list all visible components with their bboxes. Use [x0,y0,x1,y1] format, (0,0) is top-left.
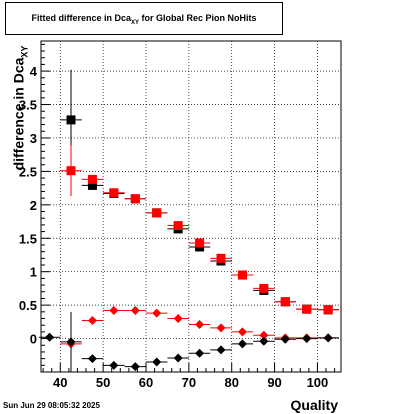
data-point-square [173,221,183,231]
y-tick-label: 2 [30,198,37,213]
data-point-diamond [152,357,162,367]
data-point-diamond [259,330,269,340]
data-point-diamond [109,305,119,315]
data-point-square [87,174,97,184]
data-point-square [87,180,97,190]
data-point-diamond [109,360,119,370]
data-point-square [152,208,162,218]
data-point-square [216,253,226,263]
x-axis-label: Quality [290,397,338,413]
data-point-diamond [152,308,162,318]
chart-title-subscript: XY [131,19,140,26]
y-axis-label-subscript: XY [19,45,30,58]
data-point-diamond [195,348,205,358]
y-tick-label: 0 [30,332,37,347]
data-point-diamond [87,354,97,364]
data-point-diamond [130,362,140,372]
chart-title: Fitted difference in DcaXY for Global Re… [6,3,282,34]
data-point-square [66,115,76,125]
data-point-diamond [259,336,269,346]
x-tick-label: 90 [267,375,281,390]
data-point-diamond [237,327,247,337]
data-point-diamond [216,323,226,333]
plot-area [41,41,341,372]
chart-title-box: Fitted difference in DcaXY for Global Re… [5,2,283,35]
x-tick-label: 60 [139,375,153,390]
data-point-diamond [323,333,333,343]
x-tick-label: 70 [182,375,196,390]
y-tick-label: 4 [30,64,38,79]
chart-title-main: Fitted difference in Dca [31,13,131,23]
data-point-square [66,166,76,176]
data-point-square [302,304,312,314]
data-point-diamond [87,316,97,326]
y-tick-label: 0.5 [19,298,37,313]
data-point-diamond [45,332,55,342]
data-point-diamond [237,339,247,349]
data-point-diamond [173,314,183,324]
data-point-diamond [302,334,312,344]
timestamp: Sun Jun 29 08:05:32 2025 [3,401,100,410]
y-tick-label: 2.5 [19,164,37,179]
x-tick-label: 100 [307,375,329,390]
data-point-diamond [173,353,183,363]
x-tick-label: 40 [53,375,67,390]
y-axis-label-main: difference in Dca [10,57,27,171]
data-point-square [109,188,119,198]
chart-title-rest: for Global Rec Pion NoHits [139,13,257,23]
y-tick-label: 3.5 [19,98,37,113]
data-point-diamond [66,337,76,347]
data-point-square [195,238,205,248]
y-tick-label: 3 [30,131,37,146]
plot-frame [40,40,342,373]
x-tick-label: 50 [96,375,110,390]
data-point-diamond [130,305,140,315]
data-point-diamond [195,320,205,330]
data-point-square [130,194,140,204]
x-tick-label: 80 [224,375,238,390]
data-point-diamond [280,334,290,344]
y-tick-label: 1 [30,265,37,280]
data-point-square [323,305,333,315]
y-tick-label: 1.5 [19,231,37,246]
y-axis-label: difference in DcaXY [11,46,30,171]
data-point-square [259,283,269,293]
data-point-diamond [216,345,226,355]
data-point-square [280,297,290,307]
data-point-square [237,270,247,280]
